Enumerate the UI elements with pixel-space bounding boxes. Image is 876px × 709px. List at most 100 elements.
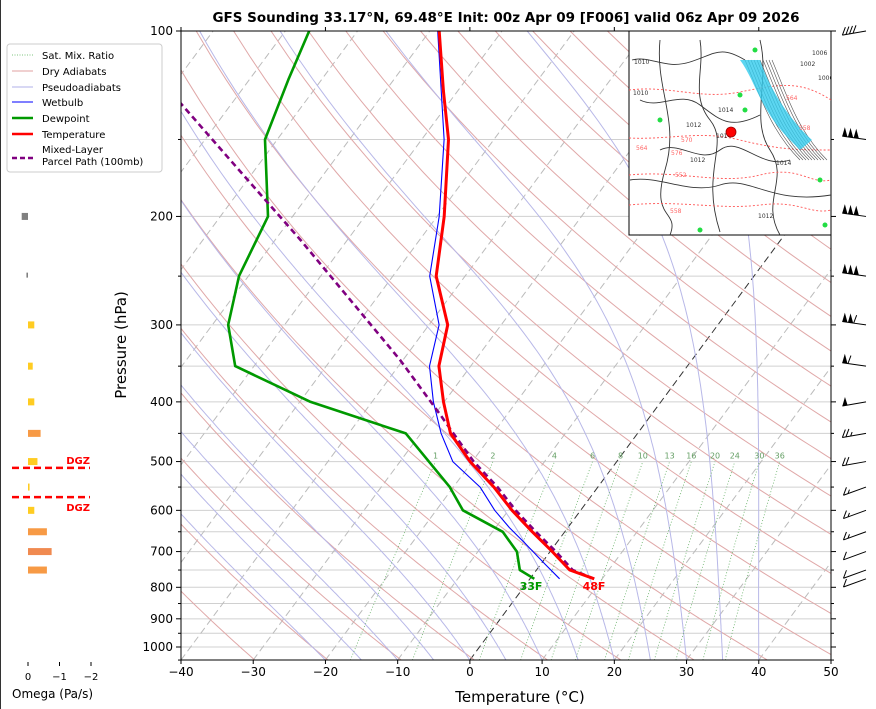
dry-adiabat bbox=[345, 31, 831, 460]
dgz-label: DGZ bbox=[66, 456, 90, 467]
x-tick-label: 0 bbox=[466, 665, 474, 679]
barb-full bbox=[842, 487, 847, 496]
omega-bar bbox=[26, 272, 28, 278]
omega-bar bbox=[28, 528, 47, 536]
barb-full bbox=[845, 26, 850, 35]
pseudoadiabat bbox=[181, 430, 398, 660]
barb-staff bbox=[843, 486, 867, 496]
map-border bbox=[639, 98, 761, 123]
mixing-ratio-line bbox=[550, 461, 621, 660]
omega-tick-label: 0 bbox=[25, 672, 31, 683]
barb-pennant bbox=[847, 204, 854, 215]
omega-bar bbox=[28, 362, 33, 370]
axes: −40 −30 −20 −10 0 10 20 30 40 50 100 200 300 400 500 60… bbox=[142, 24, 838, 679]
mixing-ratio-line bbox=[675, 461, 736, 660]
isotherm bbox=[181, 31, 431, 369]
y-tick-label: 1000 bbox=[142, 640, 173, 654]
barb-pennant bbox=[842, 312, 848, 323]
x-tick-label: −10 bbox=[385, 665, 410, 679]
dry-adiabat bbox=[181, 523, 329, 660]
pseudoadiabat bbox=[279, 31, 651, 660]
barb-full bbox=[852, 25, 857, 34]
omega-bar bbox=[28, 429, 41, 437]
dry-adiabat bbox=[270, 31, 831, 535]
barb-full bbox=[847, 355, 852, 364]
isotherm bbox=[181, 31, 358, 271]
omega-bar bbox=[28, 566, 47, 574]
barb-pennant bbox=[853, 205, 859, 216]
map-isobar bbox=[771, 59, 828, 161]
mixing-ratio-label: 1 bbox=[433, 452, 438, 461]
mixing-ratio-label: 8 bbox=[618, 452, 623, 461]
mixing-ratio-line bbox=[702, 461, 760, 660]
wind-barb bbox=[842, 397, 867, 407]
map-contour-label: 1014 bbox=[776, 160, 791, 167]
mixing-ratio-line bbox=[574, 461, 644, 660]
x-tick-label: 20 bbox=[607, 665, 622, 679]
isotherm bbox=[541, 268, 831, 660]
isotherm bbox=[181, 31, 575, 564]
x-tick-label: 50 bbox=[823, 665, 838, 679]
pseudoadiabat bbox=[181, 513, 326, 660]
omega-tick-label: −1 bbox=[52, 672, 67, 683]
wind-barb bbox=[842, 312, 867, 326]
map-location-marker bbox=[725, 126, 737, 138]
barb-pennant bbox=[853, 265, 859, 276]
omega-bar bbox=[28, 398, 35, 406]
y-tick-label: 100 bbox=[150, 24, 173, 38]
map-precip-rain bbox=[752, 47, 758, 53]
map-precip-rain bbox=[822, 222, 828, 228]
wind-barb bbox=[842, 531, 867, 541]
barb-full bbox=[842, 531, 847, 541]
barb-staff bbox=[842, 362, 867, 367]
x-axis-label: Temperature (°C) bbox=[454, 688, 584, 706]
mixing-ratio-label: 10 bbox=[638, 452, 648, 461]
omega-panel: 0 −1 −2 DGZ DGZ bbox=[12, 212, 98, 683]
barb-half bbox=[850, 431, 853, 437]
map-border bbox=[631, 51, 746, 65]
y-tick-label: 200 bbox=[150, 209, 173, 223]
legend-label: Mixed-Layer Parcel Path (100mb) bbox=[42, 145, 143, 168]
omega-bar bbox=[28, 458, 38, 466]
dry-adiabat bbox=[181, 590, 256, 660]
dry-adiabat bbox=[307, 31, 831, 497]
legend-label: Temperature bbox=[41, 130, 105, 141]
pseudoadiabat bbox=[181, 384, 435, 660]
map-contour-label: 1014 bbox=[718, 107, 733, 114]
legend: Sat. Mix. Ratio Dry Adiabats Pseudoadiab… bbox=[6, 43, 163, 173]
pseudoadiabat bbox=[181, 331, 471, 660]
map-contour-label: 552 bbox=[675, 172, 687, 179]
dry-adiabat bbox=[382, 31, 831, 423]
x-tick-label: −30 bbox=[241, 665, 266, 679]
barb-pennant bbox=[847, 127, 854, 138]
mixing-ratio-line bbox=[724, 461, 781, 660]
map-isobar bbox=[768, 59, 825, 161]
map-isobar bbox=[765, 59, 822, 161]
barb-pennant bbox=[853, 128, 859, 139]
barb-full bbox=[845, 428, 850, 438]
dry-adiabat bbox=[181, 392, 475, 660]
y-axis-label: Pressure (hPa) bbox=[112, 291, 130, 399]
wind-barb bbox=[842, 551, 867, 561]
wind-barb bbox=[841, 428, 867, 439]
pseudoadiabat bbox=[181, 199, 543, 660]
omega-bar bbox=[21, 212, 28, 220]
y-tick-label: 800 bbox=[150, 580, 173, 594]
pseudoadiabat bbox=[385, 31, 687, 660]
mixing-ratio-label: 30 bbox=[754, 452, 764, 461]
dry-adiabat bbox=[457, 31, 831, 352]
omega-axis-label: Omega (Pa/s) bbox=[12, 687, 93, 701]
barb-pennant bbox=[847, 264, 854, 275]
pseudoadiabat bbox=[181, 271, 507, 660]
omega-bar bbox=[28, 321, 35, 329]
wind-barb bbox=[842, 578, 867, 588]
barb-staff bbox=[843, 509, 867, 520]
wind-barb bbox=[842, 509, 867, 520]
dry-adiabat bbox=[494, 31, 831, 318]
map-border bbox=[659, 145, 791, 163]
isotherm bbox=[181, 31, 503, 466]
barb-full bbox=[842, 570, 847, 579]
legend-label: Pseudoadiabats bbox=[42, 83, 121, 94]
plot-frame bbox=[180, 30, 832, 661]
